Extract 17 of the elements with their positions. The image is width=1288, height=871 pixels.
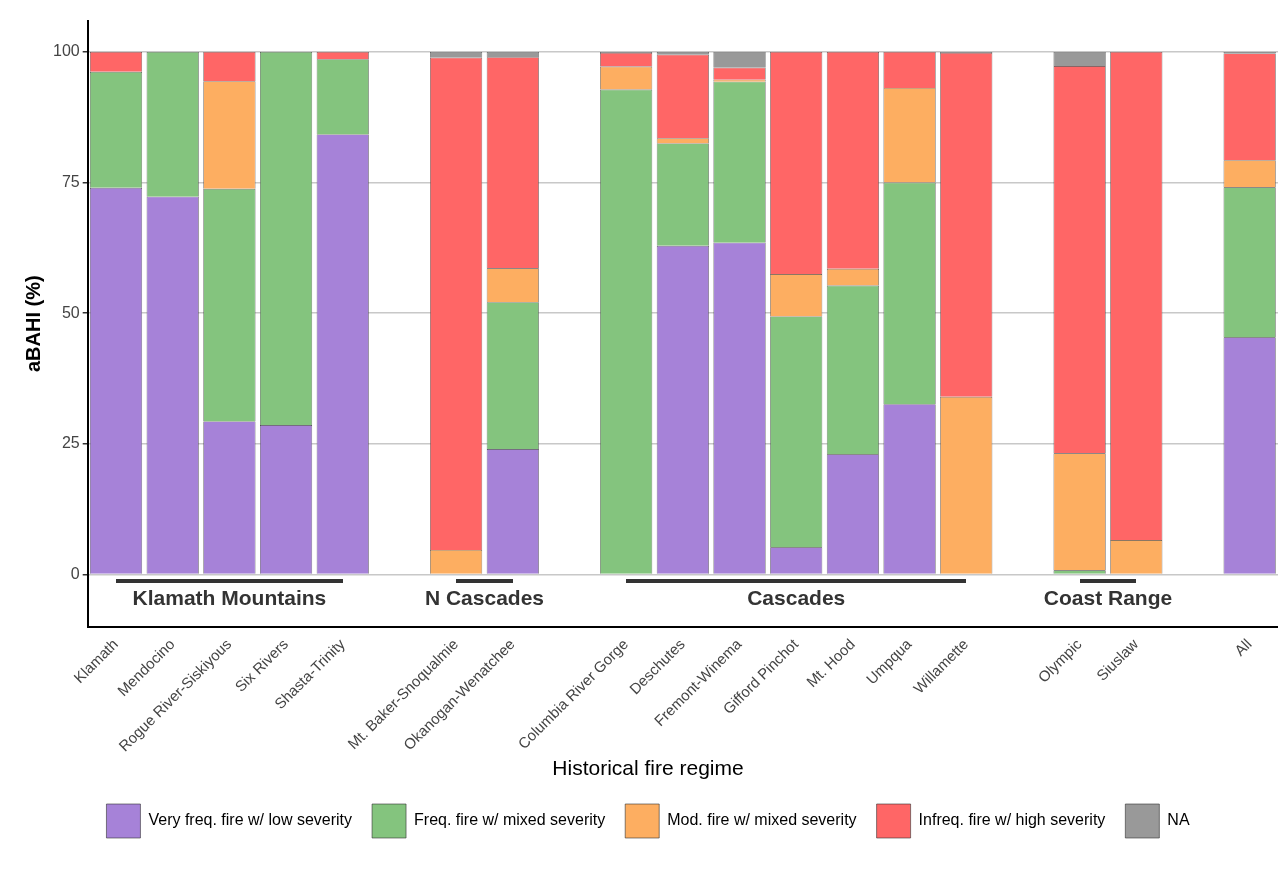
legend-label: NA bbox=[1167, 811, 1190, 829]
legend-title: Historical fire regime bbox=[552, 756, 744, 780]
y-tick-label: 25 bbox=[61, 434, 80, 452]
y-tick-label: 75 bbox=[61, 173, 80, 191]
x-tick-label: All bbox=[1230, 635, 1255, 659]
legend-label: Mod. fire w/ mixed severity bbox=[667, 811, 857, 829]
annotation: Coast Range bbox=[1043, 585, 1173, 609]
annotation: Cascades bbox=[747, 585, 846, 609]
y-tick-label: 0 bbox=[70, 564, 80, 582]
y-axis-title: aBAHI (%) bbox=[21, 275, 44, 373]
y-tick-label: 50 bbox=[61, 303, 80, 321]
legend-label: Freq. fire w/ mixed severity bbox=[414, 811, 606, 829]
y-tick-label: 100 bbox=[52, 42, 80, 60]
annotation: Klamath Mountains bbox=[132, 585, 327, 609]
annotation: N Cascades bbox=[424, 585, 544, 609]
legend-label: Very freq. fire w/ low severity bbox=[148, 811, 353, 829]
legend-label: Infreq. fire w/ high severity bbox=[918, 811, 1106, 829]
